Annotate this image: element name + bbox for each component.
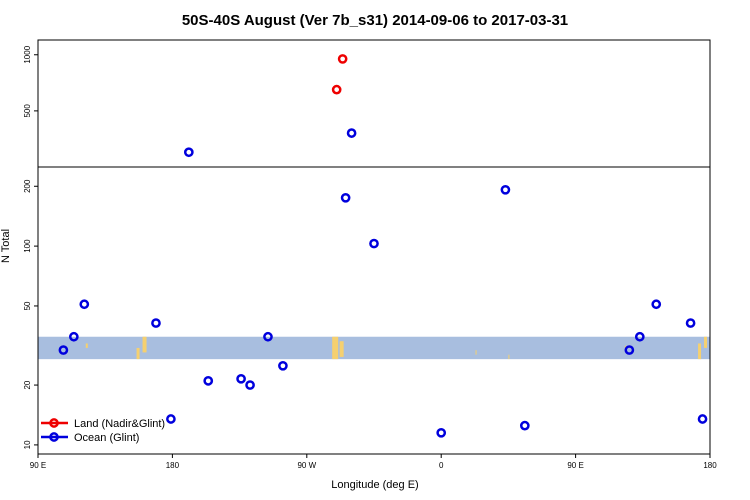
land-patch <box>698 343 702 360</box>
ocean-point <box>624 345 635 355</box>
y-tick-label: 20 <box>23 380 32 389</box>
y-axis-upper: 500 1000 <box>23 45 38 118</box>
land-patch <box>339 341 344 357</box>
land-patch <box>332 336 339 360</box>
x-tick-label: 180 <box>703 461 717 470</box>
land-ocean-band <box>38 336 710 360</box>
x-axis: 90 E 180 90 W 0 90 E 180 <box>30 454 717 470</box>
ocean-point <box>263 331 273 342</box>
legend-ocean-label: Ocean (Glint) <box>74 432 139 444</box>
ocean-point <box>685 318 696 328</box>
ocean-point <box>346 128 357 138</box>
y-tick-label: 50 <box>23 301 32 310</box>
ocean-point <box>697 414 708 424</box>
ocean-point <box>79 299 90 310</box>
land-patch <box>142 336 147 353</box>
y-tick-label: 200 <box>23 179 32 193</box>
y-tick-label: 10 <box>23 440 32 449</box>
ocean-point <box>651 299 662 310</box>
ocean-point <box>369 238 379 249</box>
legend: Land (Nadir&Glint) Ocean (Glint) <box>41 418 165 444</box>
data-points <box>58 54 708 438</box>
x-tick-label: 90 E <box>567 461 583 470</box>
x-tick-label: 90 E <box>30 461 46 470</box>
ocean-point <box>68 331 79 342</box>
land-patch <box>704 336 708 348</box>
land-patch <box>508 354 510 360</box>
ocean-point <box>236 373 246 384</box>
lower-panel-frame <box>37 166 711 455</box>
legend-land-label: Land (Nadir&Glint) <box>74 418 165 430</box>
ocean-point <box>245 380 255 390</box>
upper-panel-frame <box>37 39 711 168</box>
ocean-point <box>203 375 214 386</box>
ocean-point <box>500 184 511 195</box>
x-tick-label: 90 W <box>297 461 316 470</box>
land-point <box>331 84 342 95</box>
land-patch <box>85 343 88 348</box>
ocean-point <box>278 360 288 371</box>
legend-ocean-marker <box>49 432 59 442</box>
ocean-point <box>151 318 161 328</box>
ocean-point <box>634 331 645 342</box>
y-tick-label: 500 <box>23 104 32 118</box>
x-axis-title: Longitude (deg E) <box>331 479 418 491</box>
ocean-point <box>340 192 351 203</box>
y-axis-title: N Total <box>0 229 12 263</box>
x-tick-label: 180 <box>166 461 180 470</box>
land-point <box>337 54 348 64</box>
y-axis-lower: 10 20 50 100 200 <box>23 179 38 449</box>
y-tick-label: 100 <box>23 239 32 253</box>
legend-land-marker <box>49 418 59 428</box>
ocean-point <box>58 345 69 355</box>
ocean-point <box>436 427 447 438</box>
ocean-point <box>166 414 176 424</box>
land-patch <box>136 347 140 360</box>
chart-title: 50S-40S August (Ver 7b_s31) 2014-09-06 t… <box>182 12 568 29</box>
ocean-point <box>183 147 194 158</box>
ocean-point <box>519 420 530 431</box>
x-tick-label: 0 <box>439 461 444 470</box>
land-patch <box>475 350 477 355</box>
y-tick-label: 1000 <box>23 45 32 63</box>
